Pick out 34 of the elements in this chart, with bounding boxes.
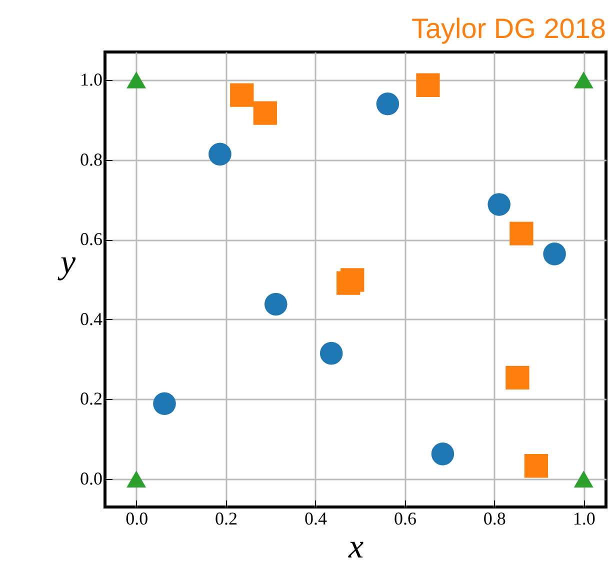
point	[153, 392, 176, 416]
y-tick-label: 0.2	[80, 388, 102, 409]
y-tick-label: 0.0	[80, 468, 102, 489]
x-tick-label: 0.8	[483, 508, 506, 528]
chart-title: Taylor DG 2018	[411, 13, 606, 44]
x-tick-label: 0.4	[304, 508, 327, 528]
point	[230, 83, 254, 107]
point	[376, 92, 400, 116]
x-axis-title: x	[347, 528, 364, 566]
point	[253, 101, 277, 125]
y-axis-title: y	[57, 244, 76, 281]
x-tick-label: 0.0	[126, 508, 148, 528]
point	[524, 454, 548, 478]
point	[320, 342, 343, 365]
y-tick-label: 0.4	[80, 308, 102, 329]
point	[340, 268, 364, 292]
point	[574, 470, 594, 488]
y-tick-label: 0.8	[80, 149, 102, 170]
point	[543, 242, 566, 266]
x-tick-label: 0.6	[394, 508, 416, 528]
point	[506, 366, 530, 390]
point	[126, 470, 146, 488]
point	[208, 142, 232, 166]
point	[488, 193, 510, 216]
point	[510, 222, 534, 246]
point	[264, 292, 288, 316]
point	[574, 72, 594, 88]
x-tick-label: 0.2	[215, 508, 238, 528]
y-tick-label: 1.0	[80, 69, 102, 90]
point	[431, 442, 454, 466]
x-tick-label: 1.0	[572, 508, 596, 528]
y-tick-label: 0.6	[80, 229, 102, 250]
point	[126, 72, 146, 88]
point	[416, 73, 440, 97]
